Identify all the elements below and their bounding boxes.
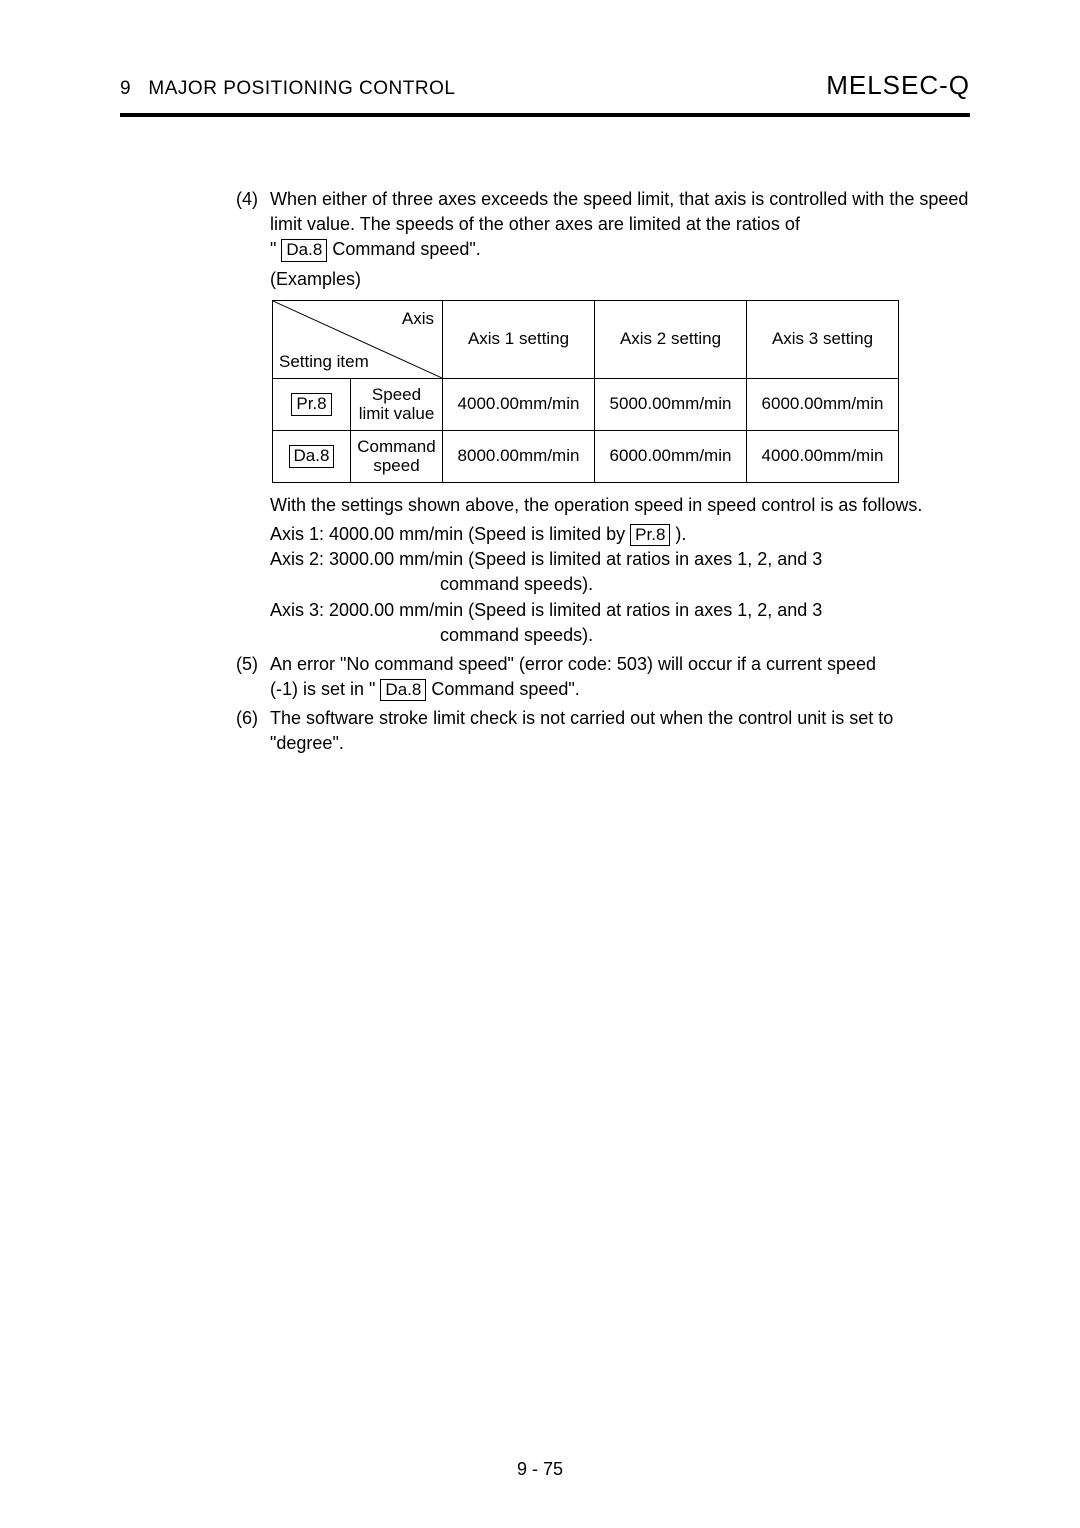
table-row: Da.8 Command speed 8000.00mm/min 6000.00… bbox=[273, 430, 899, 482]
item-4-number: (4) bbox=[236, 187, 258, 212]
page-header: 9 MAJOR POSITIONING CONTROL MELSEC-Q bbox=[120, 70, 970, 101]
table-row: Pr.8 Speed limit value 4000.00mm/min 500… bbox=[273, 378, 899, 430]
da8-box: Da.8 bbox=[289, 445, 335, 467]
item-5-text-c: Command speed". bbox=[426, 679, 579, 699]
row-code-cell: Da.8 bbox=[273, 430, 351, 482]
chapter-title: 9 MAJOR POSITIONING CONTROL bbox=[120, 78, 455, 100]
pr8-box: Pr.8 bbox=[291, 393, 331, 415]
diag-axis-label: Axis bbox=[402, 307, 434, 331]
table-cell: 5000.00mm/min bbox=[595, 378, 747, 430]
item-6-number: (6) bbox=[236, 706, 258, 731]
item-5-text-b: (-1) is set in " bbox=[270, 679, 380, 699]
explain-axis1: Axis 1: 4000.00 mm/min (Speed is limited… bbox=[270, 522, 970, 547]
row-code-cell: Pr.8 bbox=[273, 378, 351, 430]
da8-box: Da.8 bbox=[281, 239, 327, 261]
da8-box: Da.8 bbox=[380, 679, 426, 701]
item-5: (5) An error "No command speed" (error c… bbox=[270, 652, 970, 702]
page-footer: 9 - 75 bbox=[0, 1459, 1080, 1480]
row-label-cell: Command speed bbox=[351, 430, 443, 482]
examples-label: (Examples) bbox=[270, 267, 970, 292]
item-4-text-b: Command speed". bbox=[327, 239, 480, 259]
row-label-cell: Speed limit value bbox=[351, 378, 443, 430]
diag-setting-label: Setting item bbox=[279, 350, 369, 374]
col-header-3: Axis 3 setting bbox=[747, 300, 899, 378]
item-4-quote: " bbox=[270, 239, 281, 259]
explain-axis2-sub: command speeds). bbox=[440, 572, 970, 597]
table-cell: 8000.00mm/min bbox=[443, 430, 595, 482]
chapter-number: 9 bbox=[120, 78, 131, 99]
table-cell: 4000.00mm/min bbox=[747, 430, 899, 482]
settings-table: Axis Setting item Axis 1 setting Axis 2 … bbox=[272, 300, 899, 483]
item-5-text-a: An error "No command speed" (error code:… bbox=[270, 654, 876, 674]
content-body: (4) When either of three axes exceeds th… bbox=[270, 187, 970, 757]
item-4: (4) When either of three axes exceeds th… bbox=[270, 187, 970, 648]
axis1-text-b: ). bbox=[670, 524, 686, 544]
axis1-text-a: Axis 1: 4000.00 mm/min (Speed is limited… bbox=[270, 524, 630, 544]
pr8-box-inline: Pr.8 bbox=[630, 524, 670, 546]
chapter-text: MAJOR POSITIONING CONTROL bbox=[148, 78, 455, 99]
item-4-text-a: When either of three axes exceeds the sp… bbox=[270, 189, 968, 234]
explain-intro: With the settings shown above, the opera… bbox=[270, 493, 970, 518]
col-header-1: Axis 1 setting bbox=[443, 300, 595, 378]
brand-label: MELSEC-Q bbox=[826, 70, 970, 101]
table-cell: 4000.00mm/min bbox=[443, 378, 595, 430]
item-5-number: (5) bbox=[236, 652, 258, 677]
item-6: (6) The software stroke limit check is n… bbox=[270, 706, 970, 756]
item-6-text: The software stroke limit check is not c… bbox=[270, 708, 893, 753]
explain-axis2: Axis 2: 3000.00 mm/min (Speed is limited… bbox=[270, 547, 970, 572]
explain-axis3-sub: command speeds). bbox=[440, 623, 970, 648]
table-diag-header: Axis Setting item bbox=[273, 300, 443, 378]
header-rule bbox=[120, 113, 970, 117]
table-cell: 6000.00mm/min bbox=[595, 430, 747, 482]
table-cell: 6000.00mm/min bbox=[747, 378, 899, 430]
col-header-2: Axis 2 setting bbox=[595, 300, 747, 378]
explain-axis3: Axis 3: 2000.00 mm/min (Speed is limited… bbox=[270, 598, 970, 623]
